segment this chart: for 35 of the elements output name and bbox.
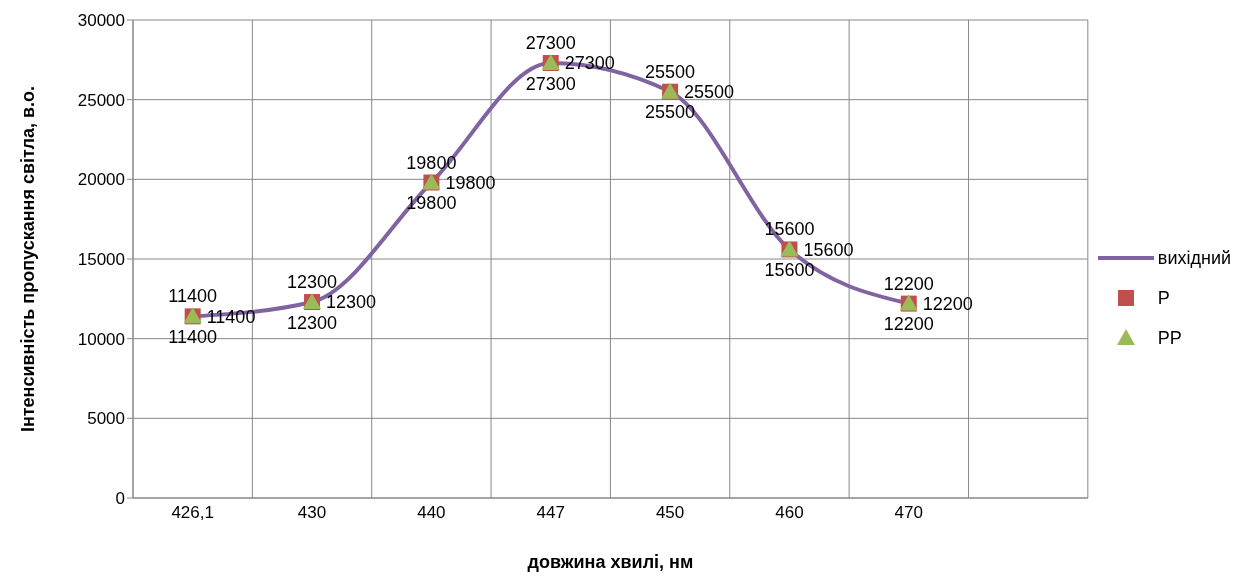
data-label: 12200 [922,294,973,314]
x-tick-label: 450 [655,503,685,523]
y-tick-label: 20000 [77,170,125,190]
x-tick-label: 426,1 [171,503,214,523]
data-label: 25500 [645,61,696,82]
x-tick-label: 430 [297,503,327,523]
data-label: 25500 [645,102,696,123]
y-tick-label: 25000 [77,90,125,110]
data-label: 12300 [326,292,377,313]
y-tick-label: 15000 [77,250,125,270]
data-label: 12300 [287,272,338,293]
data-label: 12200 [883,273,934,294]
x-axis-title: довжина хвилі, нм [527,552,694,572]
data-label: 12300 [287,312,338,333]
data-label: 15600 [803,239,854,260]
data-label: 25500 [684,82,735,103]
data-label: 12200 [883,314,934,335]
legend-label: Р [1157,287,1170,309]
x-tick-label: 470 [894,503,923,523]
data-label: 27300 [525,73,576,94]
x-tick-label: 460 [775,503,804,523]
legend-label: РР [1157,327,1182,349]
x-tick-label: 447 [536,503,565,523]
y-tick-label: 5000 [87,409,125,429]
data-label: 11400 [168,327,218,348]
data-label: 19800 [445,172,496,193]
y-tick-label: 10000 [77,329,125,349]
y-tick-label: 30000 [77,11,125,31]
y-axis-title: Інтенсивність пропускання світла, в.о. [18,85,39,433]
x-tick-label: 440 [417,503,446,523]
data-label: 11400 [168,286,218,307]
data-label: 27300 [525,33,576,54]
y-tick-label: 0 [115,489,125,509]
legend-label: вихідний [1157,247,1231,269]
data-label: 15600 [764,260,815,281]
